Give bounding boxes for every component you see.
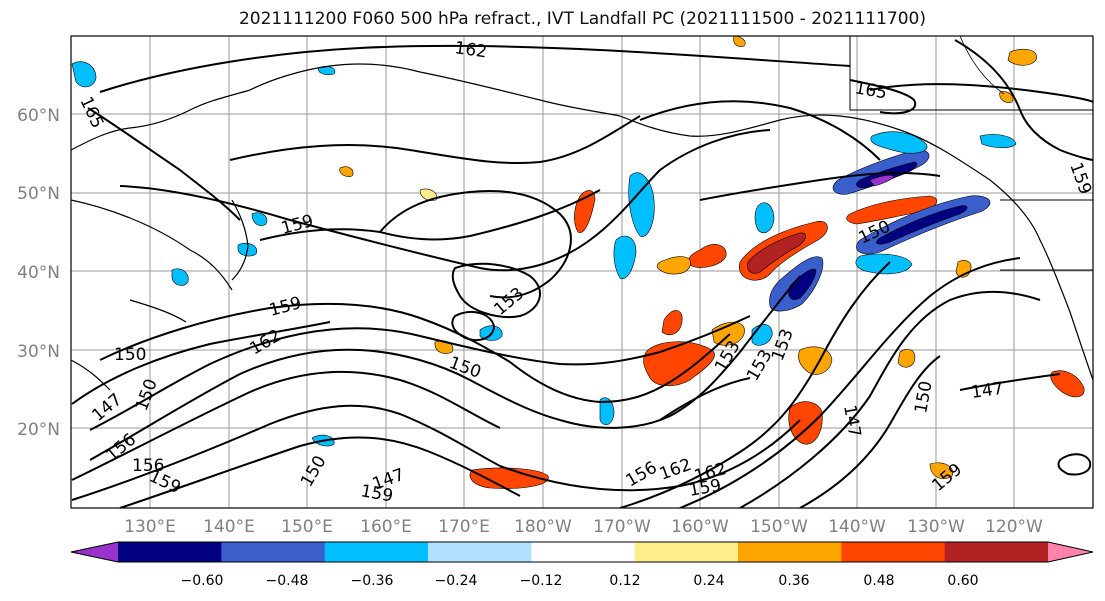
colorbar-label: −0.48 (266, 573, 309, 589)
contour-label: 147 (970, 379, 1005, 403)
lon-label: 160°E (360, 517, 412, 537)
colorbar-label: 0.36 (778, 573, 809, 589)
lat-label: 50°N (17, 184, 60, 204)
lon-label: 150°E (281, 517, 333, 537)
lat-label: 30°N (17, 342, 60, 362)
colorbar-extend-min (71, 542, 118, 562)
map-frame (70, 35, 1094, 509)
colorbar-label: 0.48 (863, 573, 894, 589)
lon-label: 180°W (514, 517, 572, 537)
colorbar-outline (70, 541, 1094, 563)
lon-label: 140°W (828, 517, 886, 537)
longitude-labels: 130°E 140°E 150°E 160°E 170°E 180°W 170°… (124, 517, 1043, 537)
colorbar-segment (841, 542, 946, 562)
colorbar-label: −0.24 (435, 573, 478, 589)
colorbar-extend-max (1048, 542, 1093, 562)
contour-label: 150 (114, 345, 146, 365)
coastlines (71, 36, 1093, 391)
map-area (71, 36, 1093, 508)
colorbar-label: −0.36 (351, 573, 394, 589)
colorbar-labels: −0.60 −0.48 −0.36 −0.24 −0.12 0.12 0.24 … (181, 573, 979, 589)
lon-label: 170°E (438, 517, 490, 537)
lon-label: 130°W (907, 517, 965, 537)
latitude-labels: 60°N 50°N 40°N 30°N 20°N (17, 106, 60, 440)
contour-label: 162 (453, 38, 488, 62)
colorbar-label: −0.12 (520, 573, 563, 589)
lon-label: 140°E (203, 517, 255, 537)
colorbar-label: 0.12 (609, 573, 640, 589)
colorbar-label: −0.60 (181, 573, 224, 589)
colorbar-label: 0.60 (947, 573, 978, 589)
lon-label: 130°E (124, 517, 176, 537)
map-title: 2021111200 F060 500 hPa refract., IVT La… (238, 9, 926, 29)
colorbar (70, 541, 1094, 563)
colorbar-segment (738, 542, 842, 562)
colorbar-segment (428, 542, 532, 562)
contour-label: 156 (132, 456, 164, 476)
gridlines (71, 36, 1093, 508)
shaded-anomalies (71, 36, 1085, 489)
colorbar-segment (118, 542, 222, 562)
colorbar-segment (324, 542, 429, 562)
colorbar-segment (944, 542, 1049, 562)
colorbar-segment (531, 542, 636, 562)
lon-label: 160°W (671, 517, 729, 537)
colorbar-label: 0.24 (693, 573, 724, 589)
lon-label: 170°W (593, 517, 651, 537)
colorbar-segment (221, 542, 326, 562)
lat-label: 20°N (17, 420, 60, 440)
height-contours (71, 39, 1093, 508)
lon-label: 150°W (750, 517, 808, 537)
colorbar-segment (634, 542, 739, 562)
lat-label: 60°N (17, 106, 60, 126)
lat-label: 40°N (17, 263, 60, 283)
lon-label: 120°W (985, 517, 1043, 537)
